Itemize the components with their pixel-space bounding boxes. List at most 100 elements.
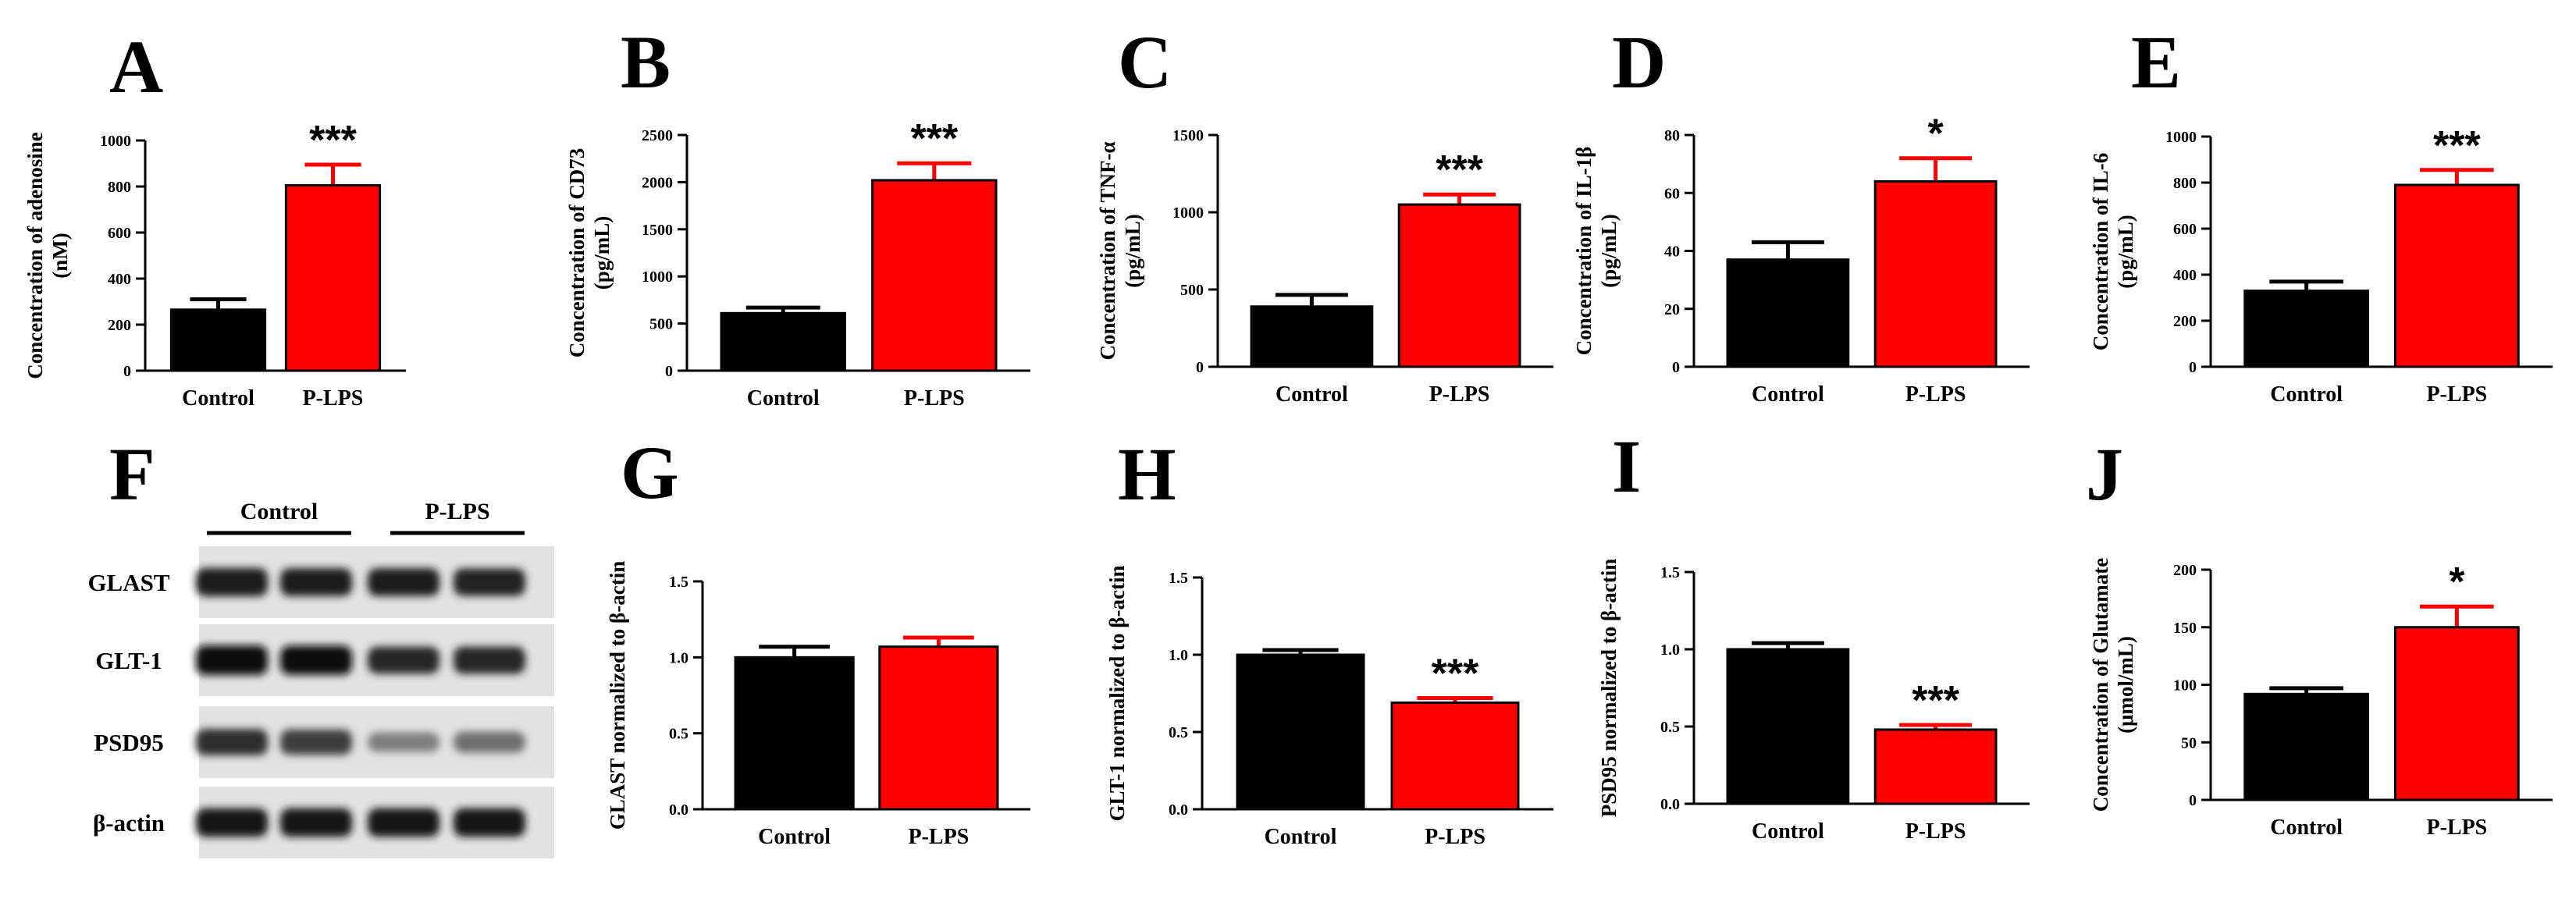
significance-label: * [2449, 560, 2465, 605]
bar-chart-I: I 0.0 0.5 1.0 1.5 PSD95 normalized to β-actin… [1597, 425, 2030, 844]
y-tick-label: 2000 [642, 174, 673, 191]
blot-band [196, 567, 268, 597]
x-category-label: Control [2270, 815, 2343, 840]
significance-label: *** [1436, 147, 1483, 193]
y-axis-title: PSD95 normalized to β-actin [1597, 559, 1621, 817]
y-axis-title: (pg/mL) [2114, 215, 2137, 289]
blot-band [368, 646, 439, 674]
y-tick-label: 0.5 [1169, 724, 1188, 741]
y-tick-label: 0 [1196, 359, 1204, 376]
y-tick-label: 2500 [642, 127, 673, 144]
y-tick-label: 1.5 [1169, 570, 1188, 587]
bar-chart-E: E 0 200 400 600 800 1000 Concentration of IL-6(… [2089, 20, 2553, 407]
y-axis-title: Concentration of adenosine [23, 132, 47, 379]
y-tick-label: 1.5 [1660, 564, 1680, 581]
y-tick-label: 400 [2173, 267, 2197, 284]
bar-p-lps [1873, 728, 1998, 805]
y-tick-label: 400 [108, 271, 131, 288]
y-axis-title: (μmol/mL) [2114, 636, 2137, 734]
y-tick-label: 20 [1664, 301, 1680, 318]
bar-p-lps [2394, 183, 2520, 368]
y-axis-title: Concentration of Glutamate [2089, 558, 2112, 812]
bar-chart-A: A 0 200 400 600 800 1000 Concentration of adeno… [23, 25, 406, 410]
y-tick-label: 1.0 [1660, 641, 1680, 659]
y-tick-label: 800 [2173, 175, 2197, 192]
blot-band [368, 808, 439, 837]
blot-band [454, 646, 525, 674]
panel-letter: E [2131, 20, 2181, 104]
y-axis-title: (nM) [48, 233, 72, 278]
blot-band [280, 808, 352, 837]
x-category-label: Control [1276, 382, 1348, 407]
bar-p-lps [1397, 203, 1521, 368]
bar-control [2243, 290, 2369, 368]
bar-p-lps [2394, 626, 2520, 801]
y-tick-label: 100 [2173, 677, 2197, 695]
x-category-label: P-LPS [1905, 382, 1966, 407]
western-blot-panel: F Control P-LPS GLAST GLT-1 PSD95 β-actin [87, 432, 554, 858]
y-axis-title: GLT-1 normalized to β-actin [1105, 566, 1129, 822]
significance-label: * [1927, 112, 1944, 157]
panel-letter: F [109, 432, 155, 516]
y-tick-label: 1000 [1172, 204, 1204, 222]
x-category-label: P-LPS [2426, 815, 2487, 840]
bar-chart-J: J 0 50 100 150 200 Concentration of Glutamate(… [2086, 432, 2553, 840]
blot-band [454, 731, 525, 753]
bar-p-lps [878, 645, 999, 811]
y-tick-label: 1000 [2165, 129, 2197, 146]
bar-p-lps [1390, 701, 1520, 811]
bar-control [1236, 653, 1365, 811]
x-category-label: P-LPS [1905, 819, 1966, 844]
bar-chart-H: H 0.0 0.5 1.0 1.5 GLT-1 normalized to β-actin… [1105, 432, 1553, 849]
y-tick-label: 1.0 [1169, 647, 1188, 664]
bar-chart-D: D 0 20 40 60 80 Concentration of IL-1β (pg/mL) C… [1572, 20, 2030, 407]
y-tick-label: 60 [1664, 185, 1680, 202]
significance-label: *** [2433, 123, 2481, 169]
blot-protein-label: GLAST [87, 569, 169, 596]
y-axis-title: Concentration of IL-6 [2089, 153, 2112, 350]
y-tick-label: 0 [2189, 792, 2197, 809]
y-axis-title: Concentration of CD73 [565, 148, 589, 357]
bar-control [2243, 692, 2369, 801]
x-category-label: P-LPS [909, 825, 970, 849]
panel-letter: I [1612, 425, 1641, 508]
significance-label: *** [309, 118, 357, 163]
y-tick-label: 0 [665, 363, 673, 380]
y-tick-label: 200 [2173, 562, 2197, 579]
blot-band [280, 568, 352, 596]
blot-band [368, 568, 439, 596]
y-axis-title: (pg/mL) [1121, 214, 1144, 288]
blot-protein-label: GLT-1 [95, 647, 162, 674]
bar-control [1726, 648, 1850, 805]
y-tick-label: 0 [1672, 359, 1680, 376]
blot-band [454, 808, 525, 837]
x-category-label: Control [747, 386, 820, 410]
blot-band [196, 645, 268, 675]
bar-control [1250, 305, 1374, 368]
blot-group-label: Control [240, 499, 318, 524]
y-tick-label: 200 [108, 317, 131, 334]
y-tick-label: 50 [2181, 734, 2197, 752]
bar-p-lps [871, 179, 998, 372]
bar-chart-C: C 0 500 1000 1500 Concentration of TNF-α (pg/m… [1096, 20, 1553, 407]
y-tick-label: 0.0 [1660, 796, 1680, 813]
y-axis-title: GLAST normalized to β-actin [606, 561, 629, 830]
y-tick-label: 1.0 [669, 649, 688, 666]
blot-band [454, 568, 525, 596]
x-category-label: P-LPS [904, 386, 965, 410]
bar-p-lps [1873, 179, 1998, 368]
x-category-label: P-LPS [303, 386, 364, 410]
y-tick-label: 0.0 [669, 801, 688, 819]
y-axis-title: Concentration of TNF-α [1096, 141, 1119, 360]
y-tick-label: 500 [649, 316, 673, 333]
y-tick-label: 1500 [642, 222, 673, 239]
y-tick-label: 150 [2173, 620, 2197, 637]
panel-letter: C [1118, 20, 1172, 104]
bar-control [734, 656, 855, 811]
x-category-label: Control [1265, 825, 1337, 849]
blot-band [280, 645, 352, 675]
blot-protein-label: PSD95 [94, 729, 164, 756]
blot-band [280, 729, 352, 755]
y-tick-label: 500 [1180, 282, 1204, 299]
